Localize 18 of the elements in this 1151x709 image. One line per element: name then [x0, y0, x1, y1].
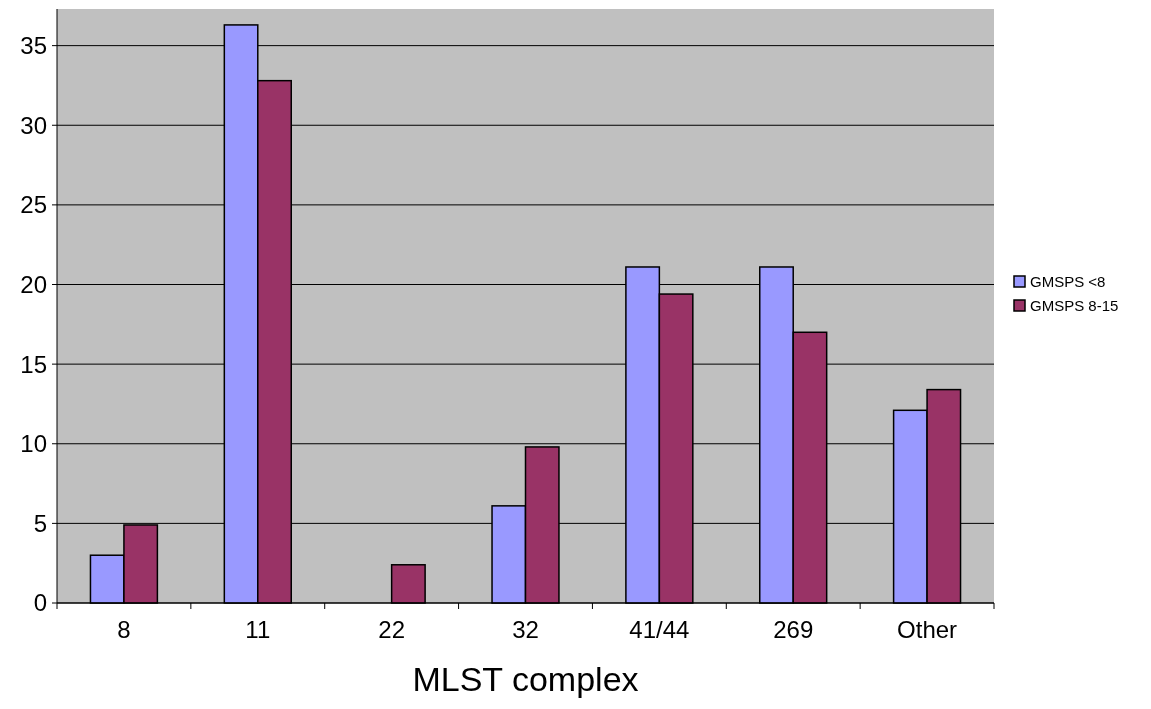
y-tick-label: 0 [33, 589, 47, 617]
x-tick-label: Other [897, 616, 958, 643]
x-axis-title: MLST complex [412, 660, 639, 698]
y-tick-label: 20 [20, 270, 47, 298]
y-tick-label: 35 [20, 32, 47, 60]
x-tick-label: 32 [512, 616, 539, 643]
legend-label: GMSPS 8-15 [1030, 297, 1119, 315]
x-tick-label: 269 [773, 616, 814, 643]
x-tick-label: 41/44 [629, 616, 690, 643]
x-tick-label: 11 [245, 616, 271, 643]
y-tick-label: 25 [20, 191, 47, 219]
x-tick-label: 8 [117, 616, 131, 643]
legend-label: GMSPS <8 [1030, 273, 1106, 291]
y-tick-label: 30 [20, 111, 47, 139]
y-tick-label: 15 [20, 350, 47, 378]
x-tick-label: 22 [378, 616, 405, 643]
y-tick-label: 5 [33, 509, 47, 537]
y-tick-label: 10 [20, 430, 47, 458]
